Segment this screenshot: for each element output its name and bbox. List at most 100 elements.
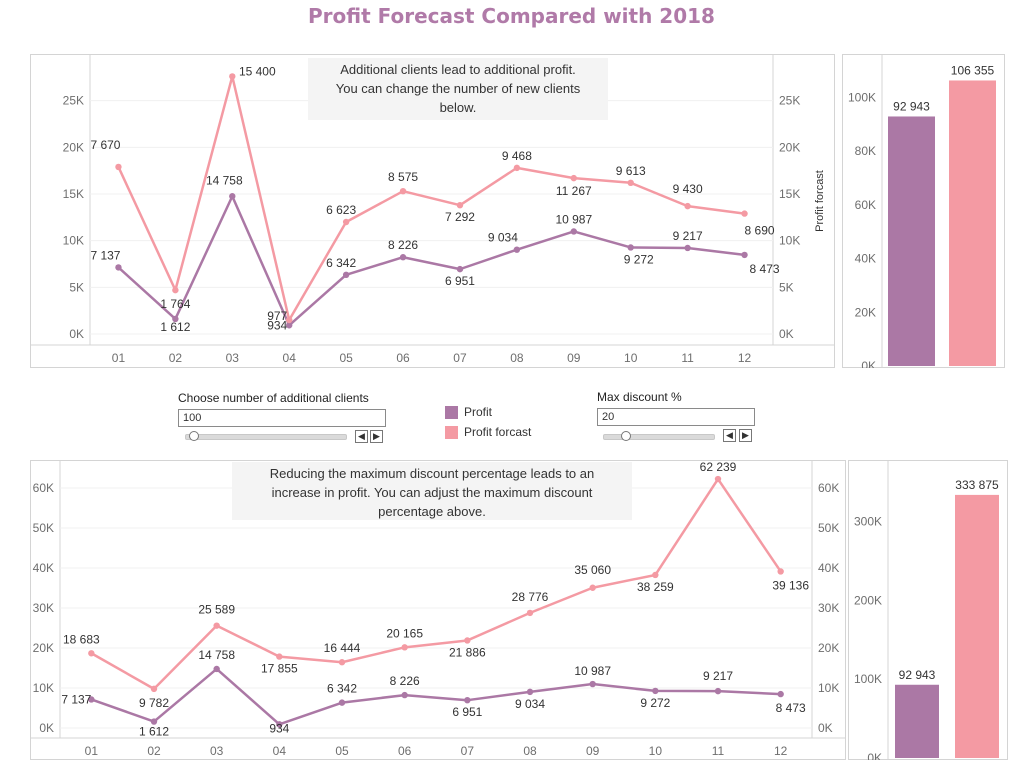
forecast-data-point <box>570 174 577 182</box>
profit-data-point <box>399 254 407 261</box>
profit-data-point <box>777 690 784 698</box>
profit-data-label: 9 217 <box>673 229 703 243</box>
discount-input[interactable] <box>597 408 755 426</box>
forecast-data-point <box>777 568 784 575</box>
forecast-data-label: 39 136 <box>772 578 809 592</box>
profit-data-label: 1 612 <box>139 725 169 739</box>
y-tick-label-right: 30K <box>818 601 839 615</box>
profit-data-point <box>213 665 220 673</box>
page-title: Profit Forecast Compared with 2018 <box>308 4 715 28</box>
profit-data-label: 14 758 <box>206 173 243 187</box>
y-tick-label-right: 50K <box>818 521 839 535</box>
legend-profit-swatch <box>445 406 458 419</box>
y-tick-label-right: 0K <box>818 721 833 735</box>
profit-data-point <box>652 687 659 695</box>
y-tick-label-right: 60K <box>818 481 839 495</box>
forecast-data-label: 35 060 <box>574 563 611 577</box>
profit-data-point <box>684 244 691 252</box>
bar-y-tick-label: 100K <box>854 672 882 686</box>
discount-control-label: Max discount % <box>597 390 682 404</box>
y-tick-label-right: 10K <box>779 234 800 248</box>
top-annotation-line: below. <box>439 100 477 115</box>
profit-data-point <box>229 193 236 200</box>
profit-data-label: 1 612 <box>160 320 190 334</box>
forecast-data-label: 18 683 <box>63 632 100 646</box>
profit-data-point <box>570 228 577 235</box>
profit-data-point <box>513 246 521 253</box>
x-tick-label: 10 <box>649 744 663 758</box>
profit-data-label: 7 137 <box>90 248 120 262</box>
forecast-data-label: 62 239 <box>700 460 737 474</box>
forecast-data-label: 11 267 <box>556 184 592 198</box>
top-annotation-line: Additional clients lead to additional pr… <box>340 62 576 77</box>
discount-slider-thumb[interactable] <box>621 431 631 441</box>
forecast-data-label: 7 670 <box>90 138 120 152</box>
bar-y-tick-label: 0K <box>867 751 882 760</box>
y-tick-label-right: 20K <box>779 140 800 154</box>
forecast-data-label: 25 589 <box>198 603 235 617</box>
forecast-data-point <box>464 637 471 644</box>
profit-data-label: 8 473 <box>750 262 780 276</box>
profit-data-label: 6 342 <box>326 256 356 270</box>
profit-data-label: 7 137 <box>61 692 91 706</box>
profit-data-point <box>741 251 748 259</box>
forecast-data-label: 977 <box>267 309 287 323</box>
bar-y-tick-label: 80K <box>855 144 876 158</box>
forecast-data-label: 1 764 <box>160 297 190 311</box>
clients-input[interactable] <box>178 409 386 427</box>
forecast-data-point <box>684 202 691 210</box>
forecast-data-point <box>714 475 722 483</box>
profit-data-point <box>456 265 464 273</box>
bar-y-tick-label: 100K <box>848 91 876 105</box>
discount-slider-track[interactable] <box>603 434 715 440</box>
profit-data-point <box>714 687 722 695</box>
forecast-data-point <box>286 316 293 324</box>
legend-forecast-swatch <box>445 426 458 439</box>
forecast-series-line <box>117 75 745 322</box>
discount-increment-button[interactable]: ▶ <box>739 429 752 442</box>
y-tick-label-left: 60K <box>33 481 54 495</box>
forecast-data-label: 9 430 <box>673 182 703 196</box>
forecast-data-point <box>338 659 346 666</box>
y-tick-label-left: 5K <box>69 280 84 294</box>
forecast-data-label: 8 690 <box>745 224 775 238</box>
clients-slider-thumb[interactable] <box>189 431 199 441</box>
x-tick-label: 10 <box>624 351 638 365</box>
clients-decrement-button[interactable]: ◀ <box>355 430 368 443</box>
profit-bar <box>888 116 935 366</box>
discount-decrement-button[interactable]: ◀ <box>723 429 736 442</box>
chart-frame <box>30 460 846 760</box>
profit-bar-label: 92 943 <box>893 99 930 113</box>
forecast-data-point <box>652 571 659 579</box>
forecast-data-label: 21 886 <box>449 645 486 659</box>
x-tick-label: 04 <box>273 744 287 758</box>
x-tick-label: 11 <box>712 744 725 758</box>
x-tick-label: 02 <box>169 351 183 365</box>
chart-frame <box>30 54 835 368</box>
forecast-bar <box>949 80 996 366</box>
top-annotation-line: You can change the number of new clients <box>335 81 581 96</box>
profit-data-label: 9 034 <box>515 697 545 711</box>
x-tick-label: 05 <box>339 351 353 365</box>
x-tick-label: 08 <box>510 351 524 365</box>
top-annotation: Additional clients lead to additional pr… <box>308 58 608 120</box>
profit-data-label: 6 342 <box>327 682 357 696</box>
clients-slider-track[interactable] <box>185 434 347 440</box>
y-tick-label-left: 10K <box>63 234 84 248</box>
clients-increment-button[interactable]: ▶ <box>370 430 383 443</box>
x-tick-label: 06 <box>396 351 410 365</box>
forecast-data-label: 38 259 <box>637 580 674 594</box>
bottom-bar-chart: 0K 100K 200K 300K 92 943 333 875 <box>848 460 1008 760</box>
bar-y-tick-label: 200K <box>854 593 882 607</box>
forecast-data-point <box>229 73 236 80</box>
clients-control-label: Choose number of additional clients <box>178 391 369 405</box>
bottom-annotation-line: percentage above. <box>378 504 486 519</box>
x-tick-label: 07 <box>461 744 475 758</box>
y-tick-label-right: 5K <box>779 280 794 294</box>
forecast-data-label: 20 165 <box>386 626 423 640</box>
x-tick-label: 03 <box>226 351 240 365</box>
forecast-data-point <box>399 188 407 195</box>
forecast-data-label: 17 855 <box>261 662 298 676</box>
x-tick-label: 05 <box>335 744 349 758</box>
forecast-data-label: 6 623 <box>326 203 356 217</box>
